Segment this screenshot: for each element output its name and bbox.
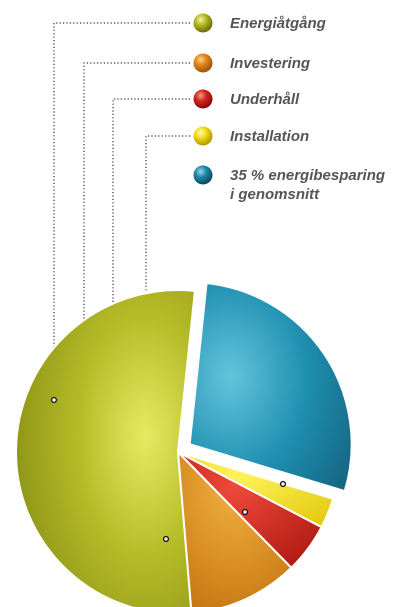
legend-label-4: Installation [230, 128, 309, 145]
legend: Energiåtgång Investering Underhåll Installa… [193, 13, 385, 203]
pie-slice-investering [176, 449, 293, 607]
leader-dot-4 [279, 480, 287, 488]
legend-label-2: Investering [230, 55, 310, 72]
pie-slice-35-energibesparing-i-genomsnitt [188, 282, 353, 493]
legend-bullet-5 [193, 165, 213, 185]
legend-label-5-line-1: 35 % energibesparing [230, 167, 385, 184]
legend-bullet-1 [193, 13, 213, 33]
legend-label-3: Underhåll [230, 91, 300, 108]
pie-slices [15, 282, 353, 607]
legend-label-5-line-2: i genomsnitt [230, 186, 320, 203]
legend-bullet-3 [193, 89, 213, 109]
leader-dot-2 [162, 535, 170, 543]
legend-bullet-2 [193, 53, 213, 73]
legend-label-1: Energiåtgång [230, 15, 326, 32]
leader-line-3 [112, 98, 245, 513]
leader-dot-1 [50, 396, 58, 404]
pie-slice-installation [177, 451, 335, 529]
legend-bullet-4 [193, 126, 213, 146]
leader-line-1 [53, 22, 190, 400]
leader-dot-3 [241, 508, 249, 516]
pie-slice-energiatgang [15, 289, 197, 607]
